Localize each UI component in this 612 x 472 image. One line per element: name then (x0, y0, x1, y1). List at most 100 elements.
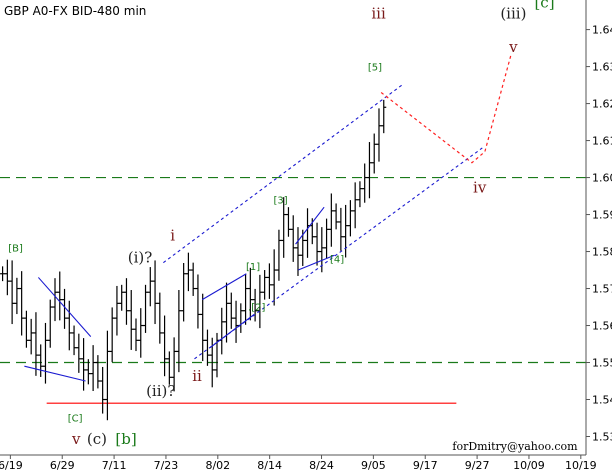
price-bar (200, 293, 206, 362)
y-tick-label: 1.62 (592, 98, 612, 111)
y-tick-label: 1.61 (592, 135, 612, 148)
trend-line (295, 206, 325, 245)
wave-label: v (508, 38, 518, 56)
price-bar (357, 181, 363, 208)
price-bar (333, 203, 339, 230)
price-bar (262, 270, 268, 300)
x-tick-label: 7/23 (154, 459, 179, 472)
price-bar (52, 278, 58, 322)
trend-line (37, 277, 92, 337)
price-bar (123, 278, 129, 325)
price-bars (0, 99, 387, 421)
price-bar (71, 325, 77, 356)
price-bar (0, 266, 6, 282)
price-bar (90, 345, 96, 392)
price-bar (128, 290, 134, 350)
price-bar (295, 227, 301, 276)
x-tick-label: 10/09 (513, 459, 545, 472)
y-tick-label: 1.54 (592, 394, 612, 407)
x-tick-label: 8/02 (205, 459, 230, 472)
price-bar (181, 263, 187, 322)
price-bar (76, 333, 82, 373)
price-bar (266, 263, 272, 299)
price-bar (314, 222, 320, 266)
price-bar (338, 207, 344, 251)
y-tick-label: 1.58 (592, 246, 612, 259)
price-bar (247, 267, 253, 321)
price-bar (347, 200, 353, 237)
price-bar (271, 249, 277, 306)
price-bar (33, 312, 39, 376)
price-bar (276, 229, 282, 281)
wave-label: (ii)? (146, 382, 175, 400)
price-bar (352, 182, 358, 229)
y-tick-label: 1.60 (592, 172, 612, 185)
price-bar (9, 260, 15, 325)
price-bar (300, 229, 306, 266)
price-bar (109, 307, 115, 363)
wave-label: .[2] (248, 303, 265, 314)
price-bar (324, 218, 330, 259)
price-bar (204, 329, 210, 366)
price-bar (171, 337, 177, 392)
x-axis-ticks: 6/19 6/29 7/11 7/23 8/02 8/14 8/24 9/05 9/17 9/27… (0, 455, 597, 472)
price-bar (95, 355, 101, 389)
y-tick-label: 1.57 (592, 283, 612, 296)
x-tick-label: 6/19 (0, 459, 23, 472)
price-bar (119, 284, 125, 311)
price-bar (195, 274, 201, 329)
price-bar (166, 351, 172, 385)
price-bar (233, 300, 239, 343)
y-axis-ticks: 1.53 1.54 1.55 1.56 1.57 1.58 1.59 1.60 1.61 1.62… (586, 24, 612, 444)
y-tick-label: 1.53 (592, 431, 612, 444)
price-bar (38, 344, 44, 377)
y-tick-label: 1.64 (592, 24, 612, 37)
chart-title: GBP A0-FX BID-480 min (4, 4, 146, 18)
wave-label: [4] (330, 255, 344, 266)
price-bar (176, 290, 182, 373)
price-bar (252, 288, 258, 322)
price-bar (381, 99, 387, 134)
price-bar (138, 308, 144, 358)
x-tick-label: 10/19 (565, 459, 597, 472)
price-bar (47, 299, 53, 348)
price-bar (243, 274, 249, 325)
wave-label: (c) (87, 430, 107, 448)
x-tick-label: 8/24 (309, 459, 334, 472)
price-bar (19, 271, 25, 336)
wave-label: [C] (68, 414, 83, 425)
price-bar (57, 271, 63, 321)
price-bar (147, 267, 153, 307)
wave-label: (iii) (500, 4, 526, 22)
price-bar (114, 285, 120, 336)
price-bar (81, 338, 87, 391)
wave-label: iii (371, 4, 386, 22)
price-bar (281, 197, 287, 258)
price-bar (185, 252, 191, 292)
price-bar (104, 330, 110, 421)
wave-label: [c] (534, 0, 554, 11)
y-tick-label: 1.63 (592, 61, 612, 74)
price-bar (224, 282, 230, 343)
price-bar (376, 108, 382, 162)
watermark-email: forDmitry@yahoo.com (452, 440, 578, 453)
x-tick-label: 6/29 (50, 459, 75, 472)
price-bar (319, 227, 325, 273)
price-bar (66, 300, 72, 351)
price-bar (14, 277, 20, 315)
x-tick-label: 9/27 (465, 459, 490, 472)
trend-line (209, 313, 255, 349)
price-bar (152, 260, 158, 325)
x-tick-label: 8/14 (257, 459, 282, 472)
price-bar (162, 315, 168, 377)
price-bar (190, 262, 196, 296)
trend-line (24, 365, 86, 382)
wave-label: [b] (115, 430, 136, 448)
wave-label: [5] (368, 62, 382, 73)
price-bar (285, 207, 291, 237)
wave-label: [3] (273, 195, 287, 206)
price-bar (228, 292, 234, 329)
price-bar (85, 359, 91, 385)
y-tick-label: 1.59 (592, 209, 612, 222)
